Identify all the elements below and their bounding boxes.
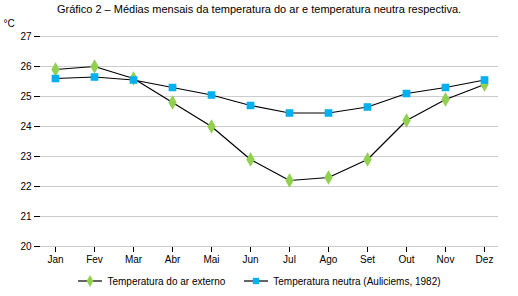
svg-text:Mar: Mar — [125, 254, 143, 265]
svg-text:Jul: Jul — [283, 254, 296, 265]
html-text:Temperatura neutra (Auliciems,: Temperatura neutra (Auliciems, 1982) — [273, 275, 441, 287]
svg-text:Fev: Fev — [86, 254, 103, 265]
svg-text:21: 21 — [20, 211, 32, 222]
svg-text:Ago: Ago — [320, 254, 338, 265]
svg-text:24: 24 — [20, 121, 32, 132]
svg-text:25: 25 — [20, 91, 32, 102]
svg-text:Jun: Jun — [242, 254, 258, 265]
svg-text:20: 20 — [20, 241, 32, 252]
svg-text:26: 26 — [20, 61, 32, 72]
svg-text:°C: °C — [4, 18, 15, 29]
svg-text:Out: Out — [398, 254, 414, 265]
svg-text:Nov: Nov — [437, 254, 455, 265]
svg-text:23: 23 — [20, 151, 32, 162]
html-text:Temperatura do ar externo: Temperatura do ar externo — [107, 275, 226, 287]
svg-text:Set: Set — [360, 254, 375, 265]
svg-text:Abr: Abr — [165, 254, 181, 265]
svg-text:Dez: Dez — [476, 254, 494, 265]
svg-text:Mai: Mai — [203, 254, 219, 265]
html-text:Gráfico 2 – Médias mensais da: Gráfico 2 – Médias mensais da temperatur… — [56, 3, 462, 15]
svg-text:22: 22 — [20, 181, 32, 192]
svg-text:27: 27 — [20, 31, 32, 42]
svg-text:Jan: Jan — [47, 254, 63, 265]
